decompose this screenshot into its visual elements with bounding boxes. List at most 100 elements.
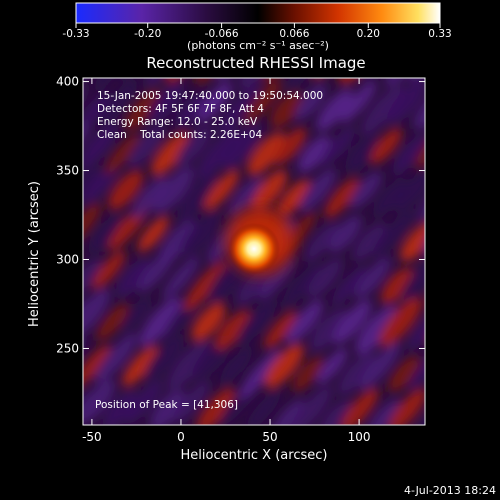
- sidelobe-blob: [247, 132, 286, 176]
- sidelobe-blob: [83, 92, 110, 128]
- sidelobe-blob: [320, 126, 356, 166]
- sidelobe-blob: [197, 81, 233, 123]
- colorbar-tick-label: 0.066: [279, 28, 309, 40]
- sidelobe-blob: [355, 305, 398, 355]
- sidelobe-blob: [92, 250, 126, 290]
- sidelobe-blob: [83, 288, 111, 340]
- sidelobe-blob: [166, 341, 210, 391]
- sidelobe-blob: [359, 342, 401, 390]
- sidelobe-blob: [331, 265, 367, 307]
- sidelobe-blob: [281, 263, 321, 309]
- sidelobe-blob: [428, 73, 481, 131]
- sidelobe-blob: [177, 174, 219, 222]
- sidelobe-blob: [299, 168, 337, 212]
- sidelobe-blob: [204, 169, 240, 211]
- sidelobe-blob: [243, 80, 282, 124]
- sidelobe-blob: [252, 170, 288, 210]
- plot-frame: [82, 77, 426, 426]
- sidelobe-blob: [372, 210, 414, 258]
- sidelobe-blob: [413, 90, 425, 130]
- sidelobe-blob: [324, 178, 360, 218]
- sidelobe-blob: [425, 38, 477, 94]
- sidelobe-blob: [349, 171, 382, 209]
- sidelobe-blob: [400, 222, 425, 262]
- sidelobe-blob: [116, 259, 150, 297]
- sidelobe-blob: [228, 178, 264, 218]
- sidelobe-blob: [263, 310, 297, 350]
- sidelobe-blob: [285, 300, 324, 344]
- sidelobe-blob: [83, 344, 111, 388]
- sidelobe-blob: [273, 127, 307, 165]
- x-tick-label: 0: [177, 430, 185, 444]
- sidelobe-blob: [222, 123, 263, 169]
- sidelobe-blob: [290, 385, 333, 425]
- sidelobe-blob: [83, 202, 102, 250]
- heatmap-image: [83, 38, 481, 425]
- sidelobe-blob: [360, 85, 405, 135]
- sidelobe-blob: [337, 352, 375, 396]
- sidelobe-blob: [367, 399, 400, 425]
- annotation-peak-position: Position of Peak = [41,306]: [95, 399, 238, 411]
- annotation-energy-range: Energy Range: 12.0 - 25.0 keV: [97, 116, 258, 128]
- y-tick-label: 300: [56, 253, 79, 267]
- y-axis-label: Heliocentric Y (arcsec): [27, 181, 42, 327]
- sidelobe-blob: [83, 166, 99, 214]
- colorbar-tick-label: -0.33: [62, 28, 89, 40]
- y-tick-label: 250: [56, 341, 79, 355]
- sidelobe-blob: [340, 81, 377, 123]
- sidelobe-blob: [387, 355, 421, 393]
- sidelobe-blob: [175, 125, 213, 167]
- sidelobe-blob: [380, 267, 413, 305]
- axis-ticks: -50 0 50 100 250 300 350 400: [56, 75, 425, 444]
- sidelobe-blob: [219, 346, 253, 386]
- sidelobe-blob: [236, 299, 277, 345]
- sidelobe-blob: [399, 253, 425, 303]
- colorbar-tick-label: -0.20: [134, 28, 161, 40]
- colorbar-tick-label: 0.33: [428, 28, 451, 40]
- sidelobe-blob: [83, 258, 102, 298]
- sidelobe-blob: [319, 399, 352, 425]
- sidelobe-blob: [352, 223, 387, 261]
- sidelobe-blob: [151, 132, 190, 176]
- sidelobe-blob: [422, 261, 467, 311]
- sidelobe-blob: [183, 261, 227, 311]
- sidelobe-blob: [236, 266, 270, 306]
- sidelobe-blob: [297, 135, 331, 173]
- sidelobe-blob: [108, 170, 144, 210]
- x-tick-label: -50: [82, 430, 102, 444]
- sidelobe-blob: [214, 310, 250, 350]
- sidelobe-blob: [370, 128, 402, 164]
- annotation-clean: Clean Total counts: 2.26E+04: [97, 129, 262, 141]
- sidelobe-blob: [270, 91, 304, 129]
- footer-date: 4-Jul-2013 18:24: [404, 484, 496, 497]
- x-axis-label: Heliocentric X (arcsec): [181, 448, 328, 463]
- colorbar-ticks: -0.33 -0.20 -0.066 0.066 0.20 0.33: [62, 23, 452, 40]
- sidelobe-blob: [94, 333, 138, 383]
- colorbar-tick-label: 0.20: [357, 28, 380, 40]
- sidelobe-blob: [394, 168, 425, 212]
- sidelobe-blob: [392, 133, 425, 175]
- sidelobe-blob: [127, 125, 165, 167]
- sidelobe-blob: [277, 179, 310, 217]
- sidelobe-blob: [316, 88, 353, 132]
- sidelobe-blob: [88, 214, 123, 254]
- sidelobe-blob: [271, 399, 304, 425]
- sidelobe-blob: [333, 299, 372, 345]
- sidelobe-blob: [304, 222, 339, 262]
- sidelobe-blob: [309, 309, 348, 351]
- sidelobe-blob: [316, 348, 348, 384]
- annotation-time-range: 15-Jan-2005 19:47:40.000 to 19:50:54.000: [97, 90, 323, 102]
- annotation-detectors: Detectors: 4F 5F 6F 7F 8F, Att 4: [97, 103, 264, 115]
- sidelobe-blob: [372, 178, 407, 218]
- sidelobe-blob: [354, 257, 391, 299]
- sidelobe-blob: [246, 389, 281, 425]
- sidelobe-blob: [217, 85, 260, 135]
- sidelobe-blob: [429, 348, 476, 400]
- sidelobe-blob: [102, 390, 137, 425]
- sidelobe-blob: [191, 302, 226, 342]
- sidelobe-blob: [264, 343, 304, 389]
- sidelobe-blob: [407, 342, 425, 390]
- chart-title: Reconstructed RHESSI Image: [146, 54, 365, 72]
- colorbar: [75, 2, 441, 24]
